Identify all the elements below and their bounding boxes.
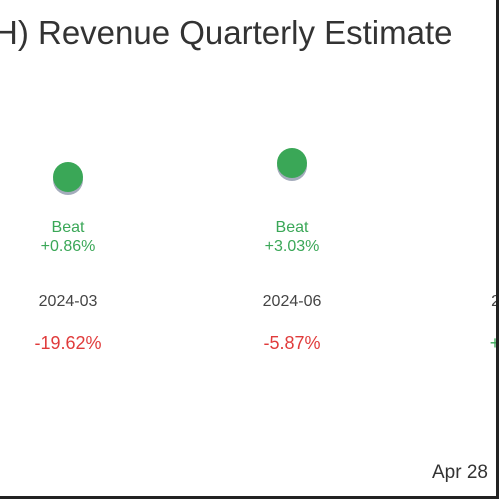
surprise-label: + <box>495 238 499 255</box>
change-label: -5.87% <box>263 333 320 353</box>
change-label: +2 <box>490 333 499 353</box>
status-label: Beat <box>276 219 309 236</box>
actual-marker <box>53 162 83 192</box>
actual-marker <box>277 148 307 178</box>
period-label: 2024-03 <box>39 293 98 310</box>
period-label: 20 <box>491 293 499 310</box>
footer-date: Apr 28 <box>432 462 488 484</box>
period-label: 2024-06 <box>263 293 322 310</box>
change-label: -19.62% <box>34 333 101 353</box>
status-label: Beat <box>52 219 85 236</box>
surprise-label: +3.03% <box>265 238 320 255</box>
surprise-label: +0.86% <box>41 238 96 255</box>
